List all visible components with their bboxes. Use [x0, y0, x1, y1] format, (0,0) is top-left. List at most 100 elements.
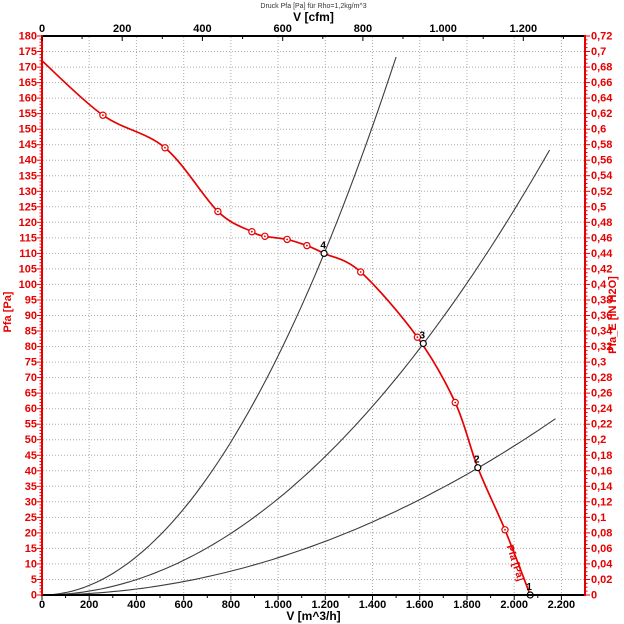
right-tick-label: 0,36 [591, 310, 612, 322]
fan-curve-name-label: Pfa [Pa] [504, 544, 526, 583]
bottom-axis-title: V [m^3/h] [286, 609, 340, 623]
right-tick-label: 0,4 [591, 279, 607, 291]
left-tick-label: 40 [25, 465, 37, 477]
left-tick-label: 80 [25, 341, 37, 353]
left-tick-label: 60 [25, 403, 37, 415]
left-tick-label: 70 [25, 372, 37, 384]
gridlines [43, 37, 584, 594]
right-tick-label: 0,42 [591, 263, 612, 275]
operating-point-label-1: 1 [526, 582, 532, 593]
left-tick-label: 175 [19, 46, 37, 58]
right-tick-label: 0,08 [591, 527, 612, 539]
left-tick-label: 5 [31, 574, 37, 586]
fan-curve: Pfa [Pa] [41, 60, 531, 596]
operating-point-3 [419, 339, 427, 348]
top-tick-label: 1.000 [429, 23, 457, 35]
left-tick-label: 55 [25, 419, 37, 431]
fan-curve-line [41, 60, 531, 596]
data-point-center-dot [217, 210, 219, 213]
right-tick-label: 0,34 [591, 326, 613, 338]
right-tick-label: 0,02 [591, 574, 612, 586]
left-tick-label: 90 [25, 310, 37, 322]
left-tick-label: 30 [25, 496, 37, 508]
system-curve-through-point-4 [41, 56, 397, 596]
left-tick-label: 100 [19, 279, 37, 291]
top-axis: 0 200 400 600 800 1.000 1.200 V [cfm]Druck Pfa … [39, 3, 564, 41]
right-tick-label: 0,64 [591, 93, 613, 105]
left-tick-label: 165 [19, 77, 37, 89]
right-tick-label: 0,58 [591, 139, 612, 151]
right-tick-label: 0,32 [591, 341, 612, 353]
left-tick-label: 115 [19, 232, 37, 244]
bottom-tick-label: 0 [39, 599, 45, 611]
right-tick-label: 0,18 [591, 450, 612, 462]
left-tick-label: 25 [25, 512, 37, 524]
left-tick-label: 120 [19, 217, 37, 229]
operating-point-label-4: 4 [320, 240, 326, 251]
bottom-tick-label: 1.800 [453, 599, 481, 611]
right-tick-label: 0,2 [591, 434, 606, 446]
right-tick-label: 0,1 [591, 512, 606, 524]
operating-point-label-3: 3 [420, 331, 426, 342]
right-tick-label: 0,46 [591, 232, 612, 244]
left-tick-label: 140 [19, 155, 37, 167]
data-point-center-dot [306, 244, 308, 247]
bottom-tick-label: 1.000 [264, 599, 292, 611]
bottom-tick-label: 1.600 [406, 599, 434, 611]
bottom-axis: 0 200 400 600 800 1.000 1.200 1.400 1.600 1.800 2.… [39, 595, 575, 623]
left-tick-label: 150 [19, 124, 37, 136]
right-tick-label: 0 [591, 590, 597, 602]
right-tick-label: 0,16 [591, 465, 612, 477]
right-tick-label: 0,68 [591, 62, 612, 74]
bottom-tick-label: 1.200 [312, 599, 340, 611]
left-tick-label: 135 [19, 170, 37, 182]
left-tick-label: 170 [19, 62, 37, 74]
left-tick-label: 15 [25, 543, 37, 555]
data-point-center-dot [264, 235, 266, 238]
data-point-center-dot [286, 238, 288, 241]
left-tick-label: 145 [19, 139, 37, 151]
top-tick-label: 1.200 [510, 23, 538, 35]
left-tick-label: 180 [19, 31, 37, 43]
bottom-tick-label: 2.000 [500, 599, 528, 611]
right-tick-label: 0,04 [591, 558, 613, 570]
right-tick-label: 0,06 [591, 543, 612, 555]
left-tick-label: 110 [19, 248, 37, 260]
right-tick-label: 0,24 [591, 403, 613, 415]
data-point-center-dot [359, 271, 362, 273]
right-tick-label: 0,6 [591, 124, 606, 136]
left-tick-label: 105 [19, 263, 37, 275]
right-tick-label: 0,66 [591, 77, 612, 89]
bottom-tick-label: 600 [175, 599, 193, 611]
right-tick-label: 0,44 [591, 248, 613, 260]
right-tick-label: 0,26 [591, 388, 612, 400]
left-axis-title: Pfa [Pa] [2, 291, 14, 332]
left-tick-label: 0 [31, 590, 37, 602]
operating-point-label-2: 2 [474, 455, 480, 466]
bottom-tick-label: 400 [127, 599, 145, 611]
operating-point-2 [474, 464, 482, 472]
right-tick-label: 0,7 [591, 46, 606, 58]
right-tick-label: 0,12 [591, 496, 612, 508]
left-tick-label: 75 [25, 357, 37, 369]
left-tick-label: 65 [25, 388, 37, 400]
left-tick-label: 95 [25, 295, 37, 307]
right-tick-label: 0,72 [591, 31, 612, 43]
top-tick-label: 200 [113, 23, 131, 35]
left-tick-label: 50 [25, 434, 37, 446]
bottom-tick-label: 200 [80, 599, 98, 611]
system-curves [41, 56, 556, 596]
left-tick-label: 35 [25, 481, 37, 493]
left-tick-label: 130 [19, 186, 37, 198]
right-tick-label: 0,5 [591, 201, 606, 213]
system-curve-through-point-3 [41, 149, 551, 596]
bottom-tick-label: 800 [222, 599, 240, 611]
top-tick-label: 800 [354, 23, 372, 35]
top-tick-label: 400 [193, 23, 211, 35]
data-point-center-dot [416, 336, 419, 339]
left-tick-label: 125 [19, 201, 37, 213]
right-tick-label: 0,56 [591, 155, 612, 167]
right-tick-label: 0,52 [591, 186, 612, 198]
